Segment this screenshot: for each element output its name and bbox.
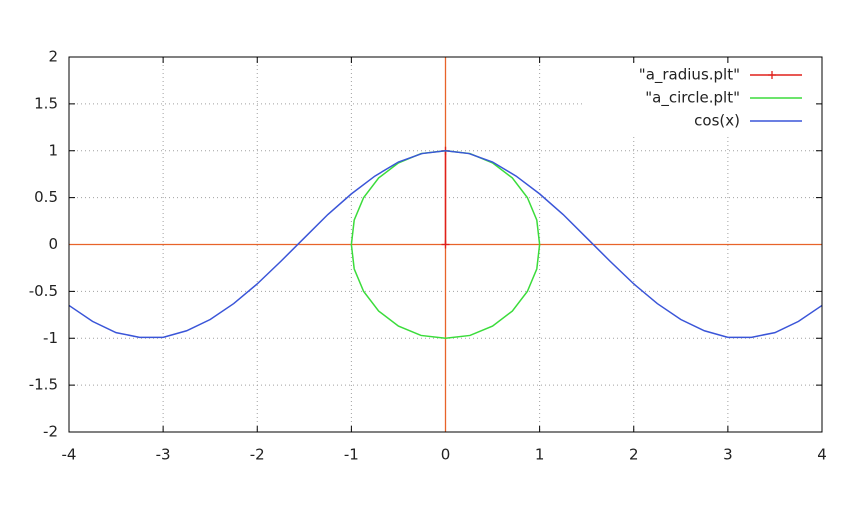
- x-tick-label: 3: [723, 446, 733, 464]
- y-tick-label: -2: [43, 423, 58, 441]
- y-tick-label: 1: [48, 141, 58, 159]
- x-tick-label: 4: [817, 446, 827, 464]
- y-tick-label: 2: [48, 48, 58, 66]
- x-tick-label: 2: [629, 446, 639, 464]
- y-tick-label: 0: [48, 235, 58, 253]
- y-tick-label: -0.5: [29, 282, 58, 300]
- point-marker: [441, 240, 450, 249]
- x-tick-label: -1: [344, 446, 359, 464]
- y-tick-label: 1.5: [34, 94, 58, 112]
- x-tick-label: 0: [441, 446, 451, 464]
- x-tick-label: 1: [535, 446, 545, 464]
- legend-label: cos(x): [694, 112, 740, 130]
- legend-marker: [768, 71, 776, 79]
- y-tick-label: -1.5: [29, 376, 58, 394]
- x-tick-label: -2: [250, 446, 265, 464]
- x-tick-label: -4: [62, 446, 77, 464]
- series-line: [350, 149, 541, 340]
- y-tick-label: 0.5: [34, 188, 58, 206]
- legend-label: "a_radius.plt": [639, 66, 740, 85]
- y-tick-label: -1: [43, 329, 58, 347]
- plot-border: [68, 56, 823, 433]
- x-tick-label: -3: [156, 446, 171, 464]
- legend-label: "a_circle.plt": [645, 89, 740, 108]
- series-line: [68, 149, 823, 339]
